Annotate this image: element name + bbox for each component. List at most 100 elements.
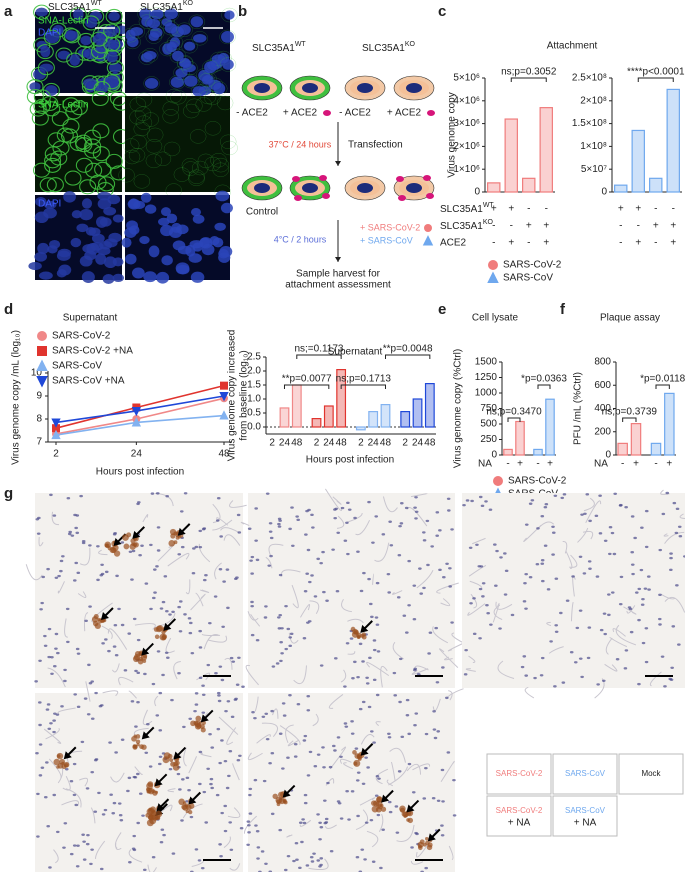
header: SLC35A1WT bbox=[252, 41, 306, 54]
nucleus bbox=[101, 813, 106, 816]
nucleus bbox=[250, 604, 254, 608]
tissue-fiber bbox=[410, 493, 428, 498]
nucleus bbox=[52, 664, 57, 668]
nucleus bbox=[214, 672, 218, 675]
step: 37°C / 24 hours bbox=[269, 139, 332, 149]
nucleus bbox=[528, 502, 533, 505]
x-tick-label: 24 bbox=[279, 438, 291, 449]
membrane bbox=[129, 110, 146, 125]
membrane bbox=[62, 97, 80, 113]
tissue-fiber bbox=[79, 777, 89, 787]
nucleus bbox=[106, 39, 118, 50]
nucleus bbox=[277, 525, 282, 528]
nucleus bbox=[546, 588, 551, 591]
tissue-fiber bbox=[115, 843, 122, 850]
nucleus bbox=[237, 531, 242, 534]
nucleus bbox=[580, 675, 584, 679]
tissue-fiber bbox=[605, 637, 613, 655]
nucleus bbox=[535, 563, 540, 566]
nucleus bbox=[65, 607, 70, 611]
nucleus bbox=[644, 509, 649, 513]
nucleus bbox=[187, 617, 192, 620]
nucleus bbox=[283, 868, 288, 872]
stain bbox=[167, 753, 173, 759]
tissue-fiber bbox=[468, 655, 476, 663]
tissue-fiber bbox=[612, 628, 626, 637]
tissue-fiber bbox=[469, 580, 483, 589]
nucleus bbox=[522, 655, 527, 658]
nucleus bbox=[250, 633, 255, 637]
tissue-fiber bbox=[359, 797, 376, 806]
nucleus bbox=[76, 652, 81, 655]
nucleus bbox=[414, 517, 418, 520]
nucleus bbox=[571, 575, 575, 578]
bar bbox=[614, 184, 628, 193]
stain bbox=[425, 836, 429, 841]
nucleus bbox=[329, 850, 334, 853]
nucleus bbox=[414, 496, 418, 499]
tissue-fiber bbox=[583, 497, 595, 512]
nucleus bbox=[362, 571, 366, 575]
nucleus bbox=[644, 627, 649, 630]
nucleus bbox=[35, 518, 40, 521]
nucleus bbox=[120, 738, 125, 741]
annotation: ns;p=0.3739 bbox=[602, 407, 658, 418]
nucleus bbox=[306, 548, 311, 552]
nucleus bbox=[278, 828, 283, 832]
stain bbox=[202, 720, 206, 725]
nucleus bbox=[470, 499, 474, 503]
nucleus bbox=[630, 515, 635, 518]
nucleus bbox=[210, 786, 214, 790]
tissue-fiber bbox=[61, 800, 79, 806]
nucleus bbox=[306, 621, 310, 624]
nucleus bbox=[316, 859, 321, 862]
bar bbox=[631, 129, 645, 193]
stain bbox=[402, 811, 409, 818]
nucleus bbox=[438, 529, 442, 532]
nucleus bbox=[127, 776, 132, 780]
nucleus bbox=[255, 639, 260, 642]
nucleus bbox=[364, 821, 369, 824]
nucleus bbox=[400, 502, 404, 505]
nucleus bbox=[208, 621, 212, 625]
arrow-head bbox=[360, 624, 369, 633]
nucleus bbox=[452, 814, 457, 817]
stain bbox=[102, 618, 107, 623]
tissue-fiber bbox=[347, 651, 356, 655]
nucleus bbox=[586, 656, 591, 660]
y-tick-label: 1.0 bbox=[247, 394, 261, 405]
nucleus bbox=[265, 492, 270, 495]
chart-title: Attachment bbox=[547, 41, 598, 52]
nucleus bbox=[436, 799, 441, 802]
tissue-fiber bbox=[570, 602, 574, 622]
nucleus bbox=[640, 526, 644, 529]
label-base: SLC35A1 bbox=[440, 221, 483, 232]
stain bbox=[168, 540, 176, 547]
nucleus bbox=[142, 868, 147, 872]
nucleus bbox=[404, 506, 409, 510]
membrane bbox=[103, 49, 121, 65]
nucleus bbox=[261, 715, 266, 718]
nucleus bbox=[307, 508, 311, 512]
tissue-fiber bbox=[229, 500, 247, 508]
nucleus bbox=[306, 709, 311, 712]
nucleus bbox=[343, 722, 348, 725]
nucleus bbox=[194, 703, 199, 706]
ace2-icon bbox=[427, 110, 435, 116]
nucleus bbox=[358, 642, 363, 646]
nucleus bbox=[111, 812, 116, 815]
nucleus bbox=[438, 568, 442, 572]
nucleus bbox=[372, 678, 377, 682]
nucleus bbox=[88, 544, 92, 547]
tissue-fiber bbox=[375, 768, 389, 785]
tissue-fiber bbox=[626, 605, 636, 614]
tissue-fiber bbox=[62, 775, 71, 791]
nucleus bbox=[90, 770, 95, 774]
mark-sign: - bbox=[619, 221, 622, 232]
y-tick-label: 1.5×10⁸ bbox=[572, 118, 607, 129]
nucleus bbox=[277, 627, 282, 630]
nucleus bbox=[247, 831, 251, 834]
nucleus bbox=[602, 612, 607, 615]
nucleus bbox=[598, 494, 602, 497]
nucleus bbox=[269, 554, 273, 558]
